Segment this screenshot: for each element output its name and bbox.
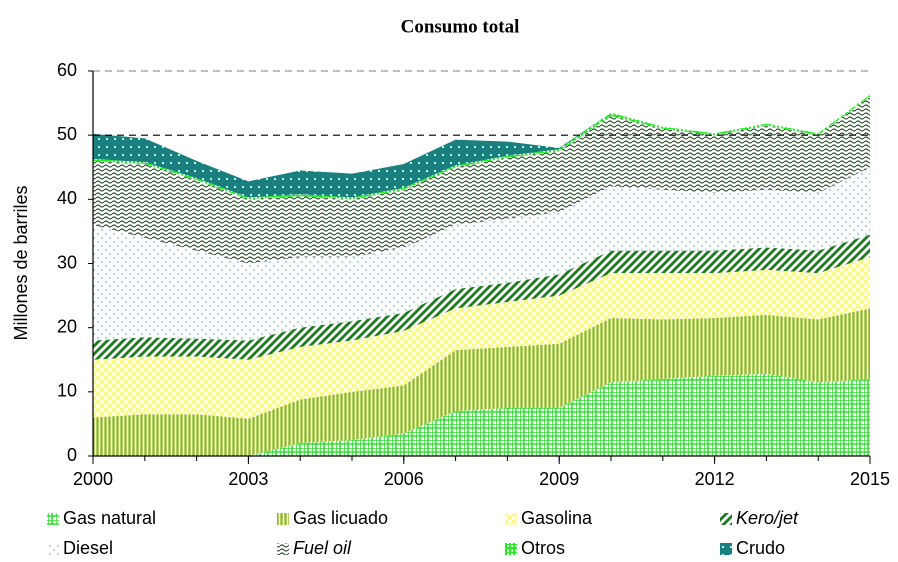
y-tick-label: 20 bbox=[57, 316, 77, 336]
legend-label: Crudo bbox=[736, 538, 785, 558]
x-tick-label: 2000 bbox=[73, 469, 113, 489]
legend-swatch bbox=[47, 513, 59, 525]
y-tick-label: 40 bbox=[57, 188, 77, 208]
area bbox=[93, 373, 870, 456]
y-tick-label: 60 bbox=[57, 60, 77, 80]
area bbox=[93, 308, 870, 456]
x-tick-label: 2003 bbox=[228, 469, 268, 489]
legend-label: Kero/jet bbox=[736, 508, 799, 528]
legend-label: Gas licuado bbox=[293, 508, 388, 528]
legend-swatch bbox=[505, 513, 517, 525]
x-tick-label: 2006 bbox=[384, 469, 424, 489]
legend-label: Gas natural bbox=[63, 508, 156, 528]
x-tick-label: 2012 bbox=[695, 469, 735, 489]
legend-swatch bbox=[277, 513, 289, 525]
legend-swatch bbox=[47, 543, 59, 555]
x-tick-label: 2015 bbox=[850, 469, 890, 489]
y-tick-label: 50 bbox=[57, 124, 77, 144]
area bbox=[93, 94, 870, 198]
legend-swatch bbox=[277, 543, 289, 555]
legend-label: Gasolina bbox=[521, 508, 593, 528]
legend-swatch bbox=[720, 543, 732, 555]
y-tick-label: 30 bbox=[57, 252, 77, 272]
legend-swatch bbox=[505, 543, 517, 555]
area bbox=[93, 167, 870, 341]
y-tick-label: 10 bbox=[57, 381, 77, 401]
chart-title: Consumo total bbox=[401, 16, 520, 37]
y-axis-label: Millones de barriles bbox=[11, 185, 31, 340]
y-tick-label: 0 bbox=[67, 445, 77, 465]
legend-label: Otros bbox=[521, 538, 565, 558]
area bbox=[93, 257, 870, 419]
area bbox=[93, 234, 870, 360]
area bbox=[93, 96, 870, 264]
legend-label: Diesel bbox=[63, 538, 113, 558]
x-tick-label: 2009 bbox=[539, 469, 579, 489]
legend-swatch bbox=[720, 513, 732, 525]
legend-label: Fuel oil bbox=[293, 538, 352, 558]
